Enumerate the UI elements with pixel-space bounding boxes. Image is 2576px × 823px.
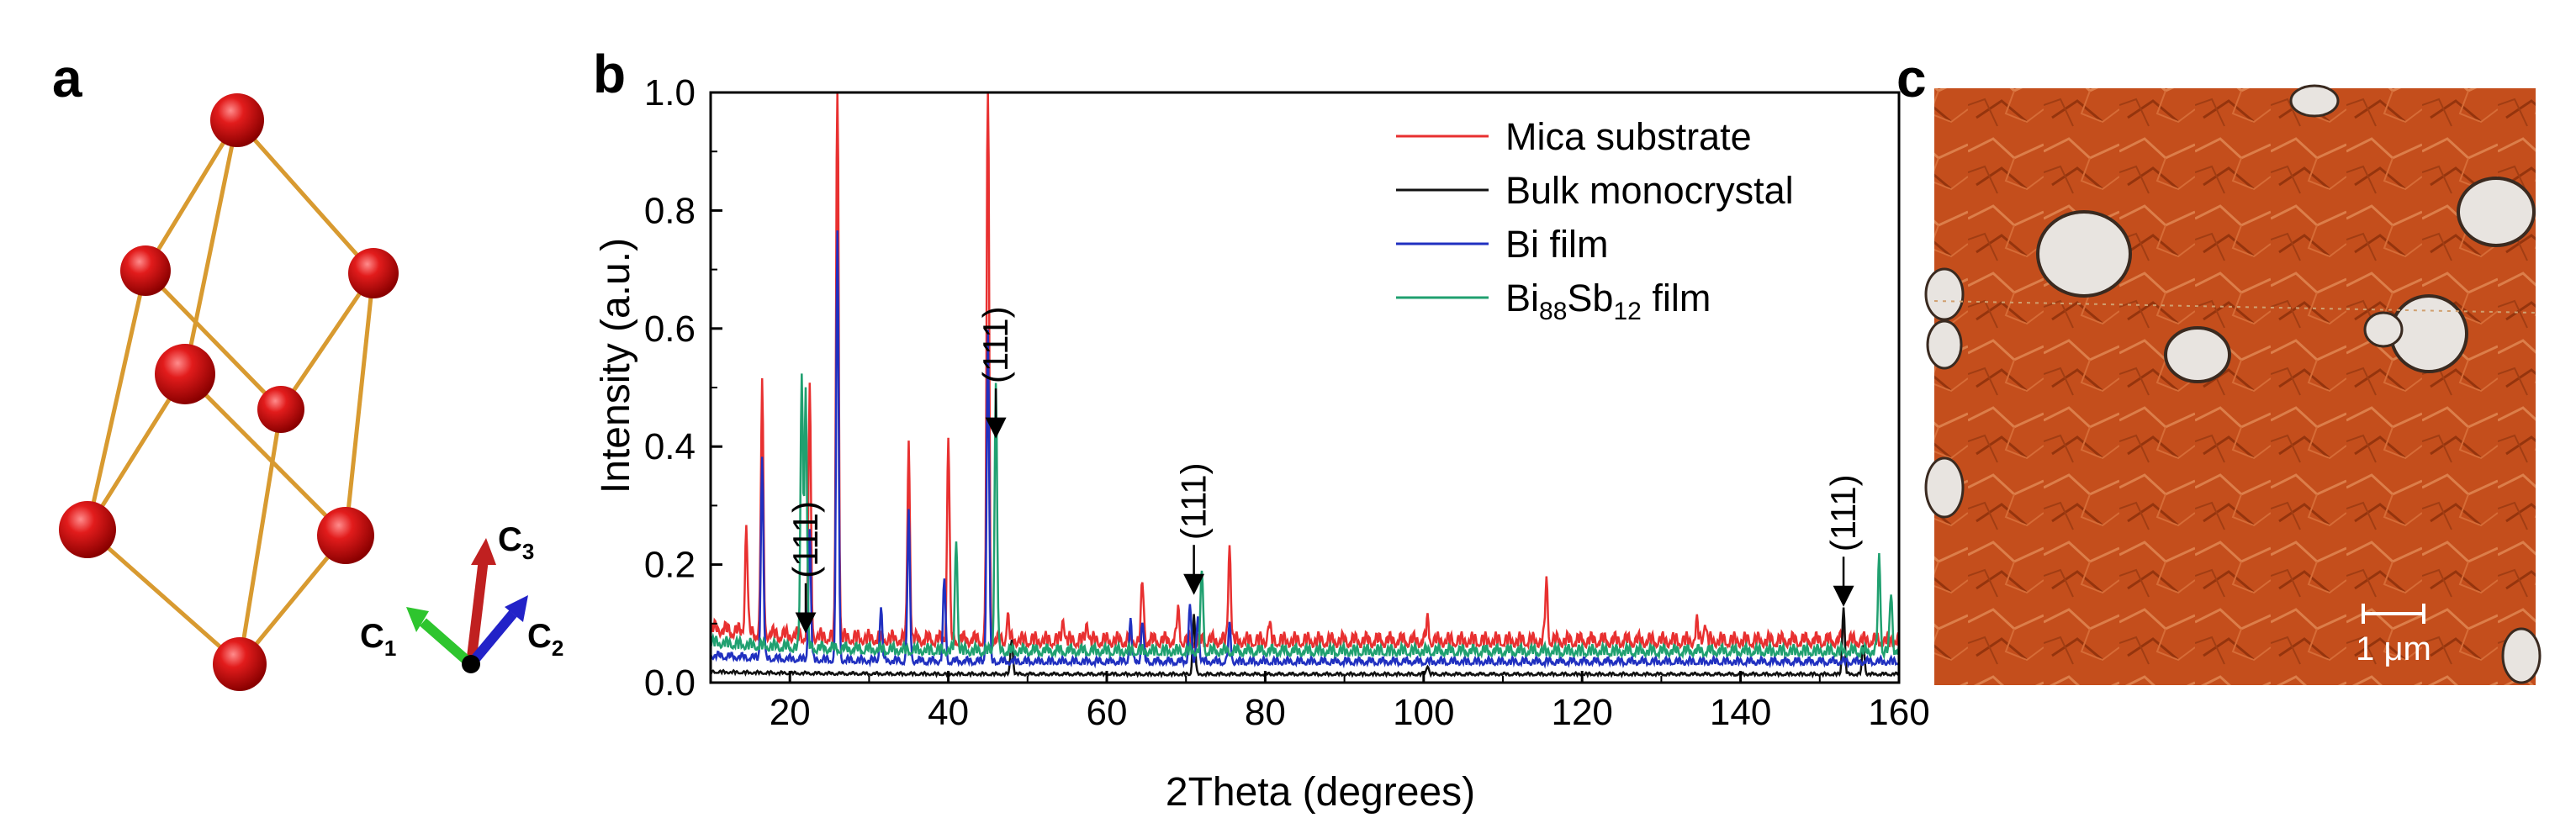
x-tick-label: 20 [770,692,811,733]
atom [257,386,304,433]
x-axis-title: 2Theta (degrees) [1166,770,1475,815]
afm-island [2164,326,2231,383]
tick-layer: 20 40 60 80 100 120 140 160 0.0 0.2 0.4 0.6 0.8 1.0 [644,72,1930,733]
scale-bar: 1 μm [2356,604,2431,667]
c3-axis-arrow [466,558,489,665]
peak-annotation: (111) [1823,474,1863,551]
legend-label: Bulk monocrystal [1505,169,1794,212]
x-tick-label: 40 [928,692,969,733]
axes-origin [462,655,480,673]
y-tick-label: 1.0 [644,72,696,113]
panel-b-letter: b [593,44,626,104]
peak-annotation: (111) [976,306,1015,383]
legend-label: Bi film [1505,223,1609,266]
series-line-4 [710,373,1901,661]
afm-islands [1924,84,2542,684]
atom [317,507,374,564]
series-layer [709,92,1901,679]
crystal-axes-glyph: C1 C2 C3 [360,521,563,673]
crystal-structure [59,93,399,691]
c3-label: C3 [498,521,534,564]
afm-island [1924,267,1965,321]
c2-label: C2 [527,618,563,661]
atom [213,637,267,691]
x-tick-label: 140 [1710,692,1771,733]
xrd-chart: (111) (111) (111) (111) 20 40 60 80 100 120 140 16… [594,72,1930,815]
crystal-atoms [59,93,399,691]
afm-island [2289,84,2340,118]
afm-island [2363,311,2404,348]
c3-arrowhead [471,538,496,565]
x-tick-label: 80 [1245,692,1286,733]
peak-annotation: (111) [1174,462,1214,540]
legend-label: Mica substrate [1505,115,1752,158]
afm-island [1924,456,1965,519]
x-tick-label: 100 [1393,692,1454,733]
atom [155,344,215,404]
afm-island [1926,319,1963,370]
afm-surface [1934,88,2536,685]
afm-image: 1 μm [1924,84,2542,685]
peak-annotation: (111) [785,501,825,578]
afm-island [2457,177,2536,247]
afm-island [2501,627,2542,684]
c2-axis-arrow [467,610,517,667]
atom [210,93,264,147]
legend-label: Bi88Sb12 film [1505,277,1711,325]
series-line-3 [710,230,1900,669]
x-tick-label: 120 [1551,692,1612,733]
y-tick-label: 0.6 [644,309,696,350]
y-tick-label: 0.2 [644,545,696,586]
panel-a-letter: a [52,48,82,108]
y-tick-label: 0.8 [644,190,696,231]
y-axis-title: Intensity (a.u.) [594,238,638,493]
x-tick-label: 160 [1868,692,1929,733]
x-tick-label: 60 [1087,692,1128,733]
atom [348,248,399,298]
y-tick-label: 0.4 [644,426,696,467]
annotation-layer: (111) (111) (111) (111) [785,306,1863,634]
afm-island [2036,210,2132,298]
series-line-1 [709,92,1901,651]
c2-arrowhead [505,595,528,622]
panel-c-letter: c [1896,48,1927,108]
y-tick-label: 0.0 [644,662,696,704]
crystal-bonds [85,119,376,666]
scale-bar-label: 1 μm [2356,630,2431,667]
c1-label: C1 [360,618,396,661]
atom [59,501,116,558]
c1-axis-arrow [420,618,474,668]
atom [120,245,171,296]
series-line-2 [709,607,1901,679]
legend: Mica substrate Bulk monocrystal Bi film Bi8… [1396,115,1794,325]
c1-arrowhead [406,607,429,632]
